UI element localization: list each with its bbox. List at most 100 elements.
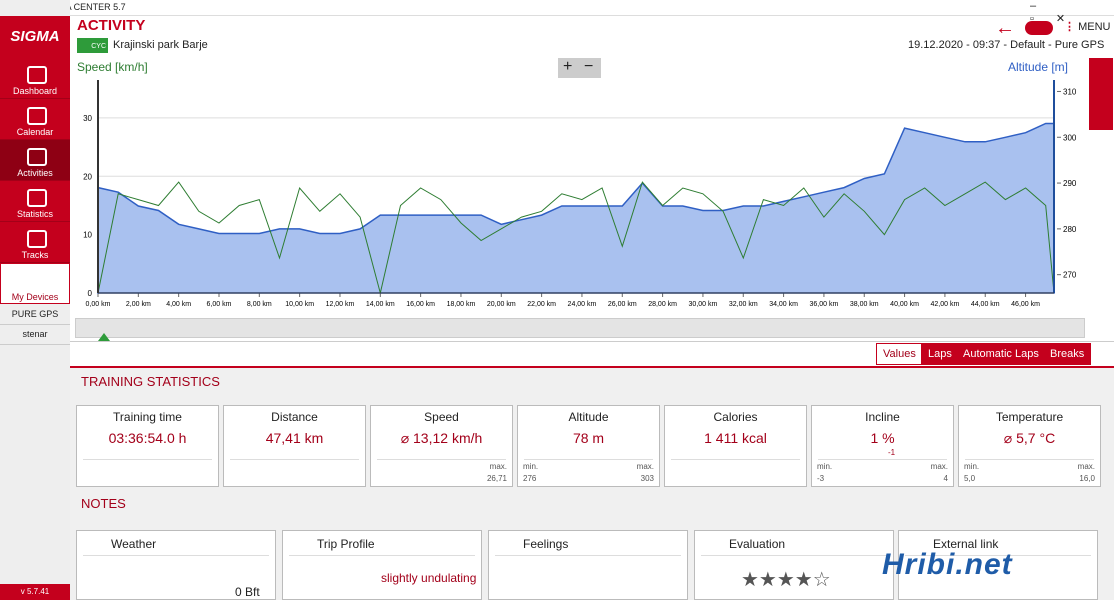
- logo-text: SIGMA: [10, 28, 60, 45]
- stat-title: Temperature: [995, 410, 1064, 424]
- stat-title: Incline: [865, 410, 900, 424]
- x-tick-label: 20,00 km: [487, 301, 516, 308]
- stat-tile: Calories 1 411 kcal: [664, 405, 807, 487]
- x-tick-label: 24,00 km: [568, 301, 597, 308]
- note-value: slightly undulating: [381, 571, 477, 585]
- stat-title: Distance: [271, 410, 318, 424]
- divider: [70, 341, 1114, 342]
- section-title: TRAINING STATISTICS: [81, 374, 220, 389]
- title-bar: SIGMA DATA CENTER 5.7 –▫✕: [0, 0, 1114, 25]
- stat-title: Speed: [424, 410, 459, 424]
- stat-title: Altitude: [568, 410, 609, 424]
- x-tick-label: 0,00 km: [86, 301, 111, 308]
- x-tick-label: 34,00 km: [769, 301, 798, 308]
- x-tick-label: 18,00 km: [447, 301, 476, 308]
- stat-value: 1 %: [870, 430, 895, 446]
- min-label: min.: [523, 462, 539, 471]
- nav-item[interactable]: Statistics: [0, 181, 70, 222]
- max-label: max.: [930, 462, 948, 471]
- speed-line: [97, 181, 1055, 294]
- y-tick-label: 0: [88, 289, 93, 298]
- user-name[interactable]: stenar: [0, 325, 70, 345]
- y-tick-label: 20: [83, 172, 92, 181]
- separator: [230, 459, 359, 460]
- chart-toolbar[interactable]: [1089, 58, 1113, 130]
- zoom-buttons[interactable]: + −: [558, 58, 601, 78]
- nav-item[interactable]: Tracks: [0, 222, 70, 263]
- x-tick-label: 14,00 km: [366, 301, 395, 308]
- note-tile: Trip Profile slightly undulating: [282, 530, 482, 600]
- x-tick-label: 22,00 km: [527, 301, 556, 308]
- note-tile: External link: [898, 530, 1098, 600]
- stat-value: ⌀ 5,7 °C: [1003, 430, 1056, 446]
- tab[interactable]: Automatic Laps: [956, 343, 1046, 365]
- x-tick-label: 28,00 km: [648, 301, 677, 308]
- separator: [83, 459, 212, 460]
- page-title: ACTIVITY: [77, 17, 146, 34]
- stat-value: ⌀ 13,12 km/h: [400, 430, 483, 446]
- x-tick-label: 6,00 km: [207, 301, 232, 308]
- x-tick-label: 4,00 km: [166, 301, 191, 308]
- y-tick-label: 10: [83, 231, 92, 240]
- separator: [671, 459, 800, 460]
- nav-item[interactable]: Activities: [0, 140, 70, 181]
- window-title: SIGMA DATA CENTER 5.7: [18, 2, 126, 12]
- min-label: min.: [964, 462, 980, 471]
- note-tile: Feelings: [488, 530, 688, 600]
- note-title: Trip Profile: [317, 537, 375, 551]
- stat-sub: -1: [888, 448, 896, 457]
- section-title: NOTES: [81, 496, 126, 511]
- back-button[interactable]: ←: [995, 17, 1015, 39]
- max-label: max.: [489, 462, 507, 471]
- tab[interactable]: Values: [876, 343, 923, 365]
- min-value: 5,0: [964, 474, 976, 483]
- nav-item[interactable]: Calendar: [0, 99, 70, 140]
- stat-title: Training time: [113, 410, 182, 424]
- x-tick-label: 2,00 km: [126, 301, 151, 308]
- separator: [495, 555, 681, 556]
- stat-value: 1 411 kcal: [704, 430, 767, 446]
- max-label: max.: [1077, 462, 1095, 471]
- max-value: 16,0: [1079, 474, 1095, 483]
- cloud-button[interactable]: [1025, 21, 1053, 35]
- slider-handle[interactable]: [98, 333, 110, 341]
- nav-item[interactable]: Dashboard: [0, 58, 70, 99]
- min-value: 276: [523, 474, 537, 483]
- location: Krajinski park Barje: [113, 39, 208, 51]
- x-tick-label: 38,00 km: [850, 301, 879, 308]
- note-title: Evaluation: [729, 537, 786, 551]
- max-label: max.: [636, 462, 654, 471]
- x-tick-label: 8,00 km: [247, 301, 272, 308]
- separator: [289, 555, 475, 556]
- menu-label: MENU: [1078, 21, 1111, 33]
- chart: Speed [km/h] Altitude [m] 0 10 20 30 270 280 290…: [77, 60, 1077, 308]
- x-tick-label: 12,00 km: [326, 301, 355, 308]
- min-label: min.: [817, 462, 833, 471]
- separator: [83, 555, 269, 556]
- note-title: External link: [933, 537, 999, 551]
- separator: [524, 459, 653, 460]
- tab[interactable]: Laps: [921, 343, 959, 365]
- y2-tick-label: 310: [1063, 87, 1077, 96]
- stat-tile: Altitude 78 m min. 276 max. 303: [517, 405, 660, 487]
- note-tile: Evaluation ★★★★☆: [694, 530, 894, 600]
- activity-info: 19.12.2020 - 09:37 - Default - Pure GPS: [908, 39, 1105, 51]
- x-tick-label: 46,00 km: [1011, 301, 1040, 308]
- version: v 5.7.41: [0, 584, 70, 600]
- stat-tile: Temperature ⌀ 5,7 °C min. 5,0 max. 16,0: [958, 405, 1101, 487]
- separator: [905, 555, 1091, 556]
- note-title: Weather: [111, 537, 157, 551]
- range-slider[interactable]: [75, 318, 1085, 341]
- x-tick-label: 40,00 km: [890, 301, 919, 308]
- x-tick-label: 10,00 km: [285, 301, 314, 308]
- nav-item[interactable]: My Devices: [0, 263, 70, 304]
- tab[interactable]: Breaks: [1043, 343, 1092, 365]
- note-tile: Weather 0 Bft: [76, 530, 276, 600]
- x-tick-label: 26,00 km: [608, 301, 637, 308]
- x-tick-label: 32,00 km: [729, 301, 758, 308]
- device-name[interactable]: PURE GPS: [0, 305, 70, 325]
- stat-tile: Incline 1 % -1 min. -3 max. 4: [811, 405, 954, 487]
- menu-button[interactable]: ⋮ MENU: [1064, 21, 1111, 33]
- sport-badge: CYC: [77, 38, 108, 53]
